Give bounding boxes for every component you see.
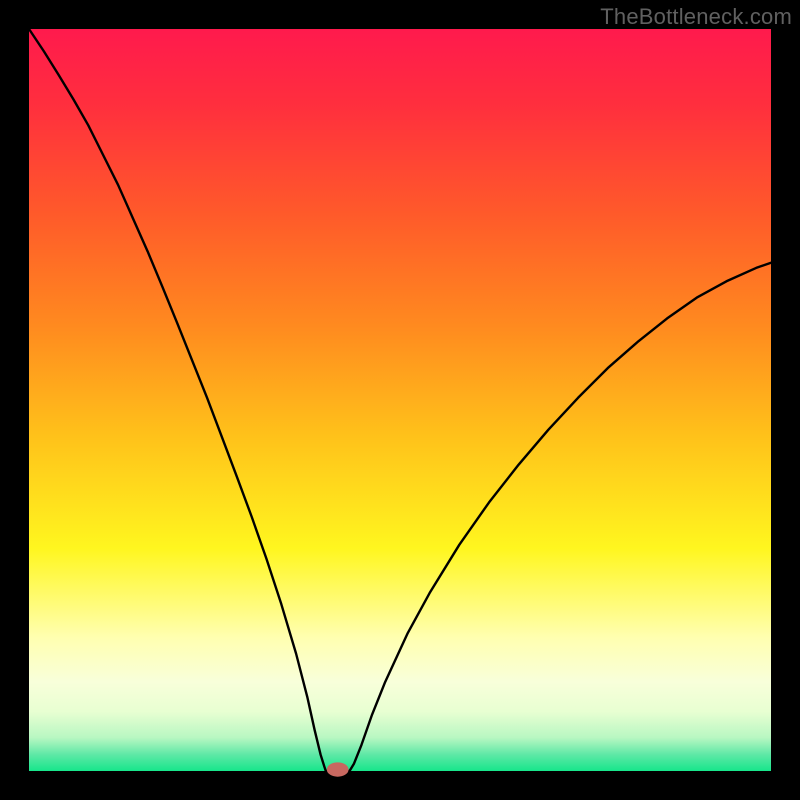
watermark-text: TheBottleneck.com [600,4,792,30]
bottleneck-chart [0,0,800,800]
optimum-marker [327,763,348,776]
plot-background [29,29,771,771]
chart-container: { "watermark": { "text": "TheBottleneck.… [0,0,800,800]
